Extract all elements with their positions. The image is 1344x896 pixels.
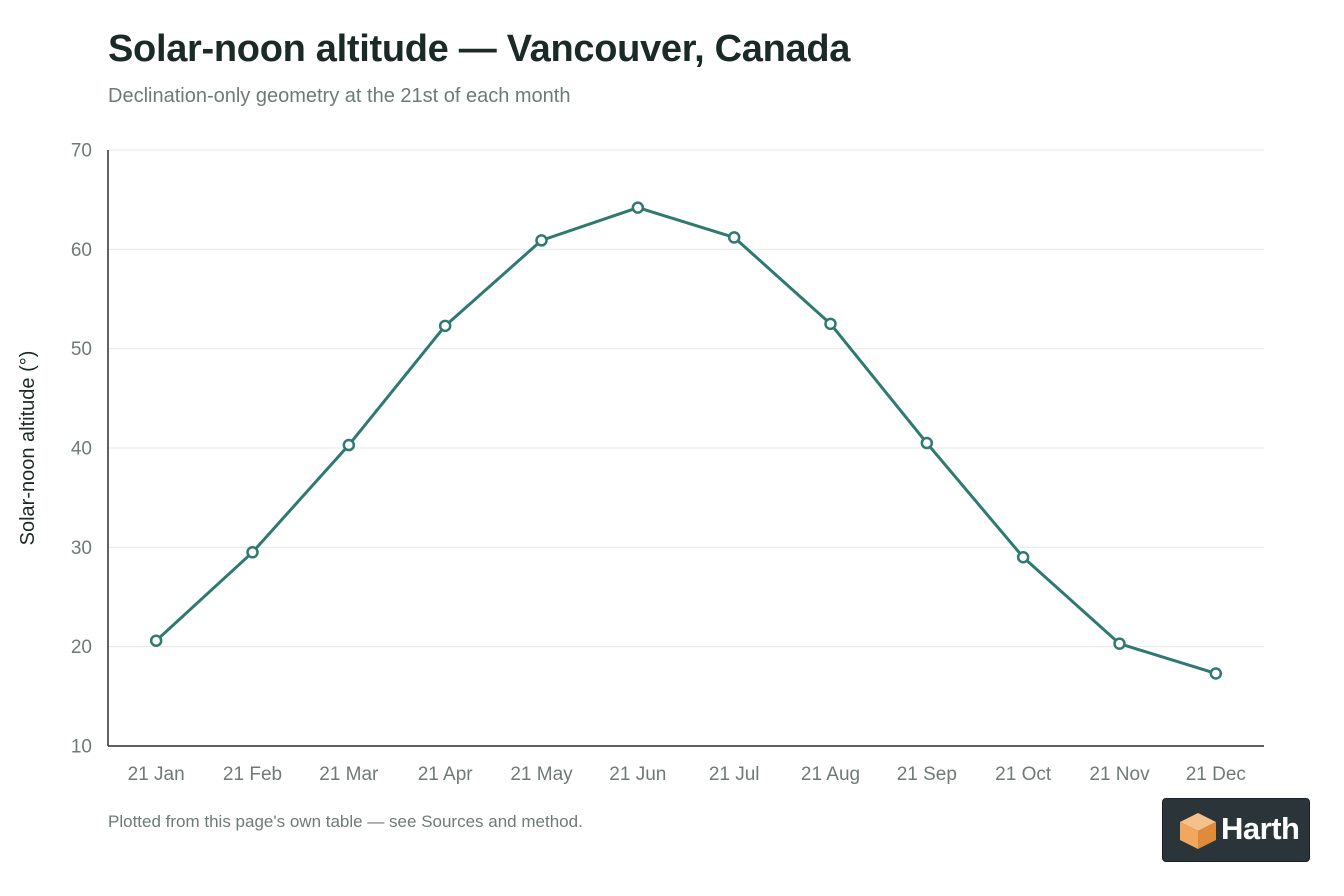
x-tick-label: 21 Jun [609,764,666,785]
x-tick-label: 21 Feb [223,764,282,785]
data-point [1016,551,1030,564]
chart-subtitle: Declination-only geometry at the 21st of… [108,85,571,107]
chart-title: Solar-noon altitude — Vancouver, Canada [108,28,851,70]
x-tick-label: 21 May [510,764,573,785]
series-line [154,206,1218,675]
y-tick-label: 50 [71,339,92,360]
data-series [149,201,1223,680]
y-tick-label: 60 [71,240,92,261]
data-point [246,546,259,559]
data-point [1113,637,1126,650]
x-tick-label: 21 Aug [801,764,860,785]
x-tick-labels: 21 Jan 21 Feb 21 Mar 21 Apr 21 May 21 Jun 21 J… [128,764,1246,785]
y-tick-label: 70 [71,141,92,162]
x-tick-label: 21 Apr [418,764,474,785]
x-tick-label: 21 Dec [1186,764,1246,785]
y-tick-label: 40 [71,439,92,460]
y-tick-label: 20 [71,637,92,658]
data-point [1209,667,1223,680]
y-axis-label-group: Solar-noon altitude (°) [17,351,39,546]
data-point [824,317,837,331]
harth-logo: Harth [1162,798,1310,862]
x-tick-label: 21 Jul [709,764,760,785]
footnote: Plotted from this page's own table — see… [108,812,583,831]
data-point [342,438,356,452]
logo-text: Harth [1221,811,1300,846]
y-tick-labels: 10 20 30 40 50 60 70 [71,141,92,758]
data-point [920,436,934,450]
data-point [631,201,645,214]
grid-lines [108,149,1264,648]
data-point [438,319,452,333]
axes [107,150,1264,747]
data-point [149,634,163,647]
data-point [535,234,548,247]
y-axis-label: Solar-noon altitude (°) [17,351,39,546]
x-tick-label: 21 Jan [128,764,185,785]
x-tick-label: 21 Sep [897,764,957,785]
x-tick-label: 21 Oct [995,764,1052,785]
data-point [727,231,741,244]
y-tick-label: 30 [71,538,92,559]
x-tick-label: 21 Mar [319,764,379,785]
x-tick-label: 21 Nov [1089,764,1150,785]
y-tick-label: 10 [71,737,92,758]
cube-icon [1180,813,1216,849]
